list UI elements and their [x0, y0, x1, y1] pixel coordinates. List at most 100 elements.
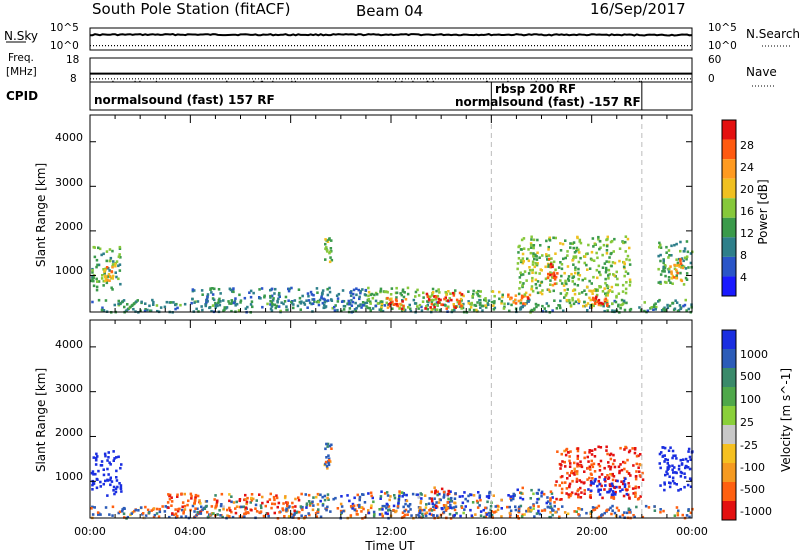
- power-cell: [514, 302, 518, 305]
- velocity-cell: [108, 461, 111, 464]
- velocity-cell: [573, 467, 576, 471]
- velocity-cell: [635, 470, 638, 473]
- velocity-cell: [446, 492, 450, 496]
- velocity-cell: [500, 498, 503, 502]
- power-cell: [287, 289, 291, 293]
- velocity-cell: [638, 463, 641, 466]
- power-cell: [607, 268, 611, 272]
- power-cell: [435, 289, 438, 293]
- velocity-cell: [294, 497, 297, 501]
- power-cell: [673, 307, 677, 311]
- velocity-cell: [440, 487, 444, 491]
- velocity-cell: [671, 476, 675, 480]
- velocity-cell: [589, 494, 592, 497]
- velocity-cell: [155, 512, 159, 515]
- velocity-cell: [529, 506, 532, 509]
- velocity-cell: [598, 475, 601, 479]
- power-cell: [412, 298, 416, 302]
- power-cell: [105, 281, 109, 285]
- power-cell: [408, 303, 411, 307]
- power-cell: [521, 285, 524, 289]
- velocity-cell: [621, 513, 625, 517]
- velocity-cell: [668, 485, 672, 489]
- power-patch-4: [324, 237, 334, 264]
- velocity-cell: [281, 507, 284, 510]
- velocity-cell: [653, 505, 656, 508]
- velocity-cell: [380, 490, 383, 493]
- power-cell: [562, 284, 566, 287]
- power-cell: [484, 304, 487, 307]
- velocity-cell: [579, 460, 582, 463]
- velocity-cell: [106, 467, 109, 471]
- velocity-cell: [611, 484, 615, 488]
- velocity-cell: [623, 467, 626, 471]
- power-cell: [509, 297, 512, 301]
- power-cell: [680, 279, 684, 283]
- velocity-cell: [565, 492, 568, 495]
- power-cell: [374, 304, 378, 308]
- power-cell: [458, 302, 461, 305]
- velocity-cell: [402, 515, 406, 518]
- velocity-cell: [174, 508, 177, 511]
- velocity-cell: [659, 484, 662, 487]
- nave-dip-point: [613, 80, 616, 82]
- power-cell: [357, 288, 360, 292]
- power-cell: [548, 257, 551, 261]
- velocity-cell: [589, 515, 593, 519]
- power-cell: [646, 309, 650, 313]
- velocity-cell: [572, 471, 575, 475]
- velocity-cell: [555, 480, 558, 483]
- velocity-cell: [329, 510, 332, 513]
- velocity-cell: [682, 458, 685, 461]
- power-cell: [100, 308, 104, 312]
- power-cell: [528, 266, 531, 269]
- velocity-cell: [437, 501, 441, 504]
- power-cell: [389, 293, 393, 296]
- power-cell: [547, 245, 550, 249]
- velocity-cell: [168, 515, 171, 519]
- power-cell: [587, 243, 590, 247]
- power-cell: [452, 305, 456, 308]
- velocity-cell: [593, 455, 597, 458]
- velocity-cell: [300, 514, 303, 517]
- power-cell: [334, 304, 337, 307]
- velocity-cell: [305, 503, 309, 507]
- power-cell: [244, 307, 248, 310]
- velocity-cell: [589, 483, 593, 487]
- velocity-cell: [102, 473, 106, 477]
- velocity-cell: [325, 456, 328, 459]
- power-cell: [108, 248, 112, 251]
- velocity-colorbar-band: [722, 482, 736, 501]
- velocity-cell: [637, 466, 640, 469]
- nave-dip-point: [253, 80, 255, 82]
- power-cell: [676, 309, 680, 313]
- velocity-cell: [667, 449, 671, 452]
- power-cell: [526, 257, 529, 261]
- power-cell: [285, 305, 288, 308]
- power-cell: [594, 302, 597, 305]
- power-cell: [430, 302, 434, 306]
- power-cell: [572, 241, 576, 244]
- power-cell: [685, 255, 689, 258]
- velocity-cell: [450, 496, 453, 500]
- power-cell: [302, 301, 306, 305]
- power-cell: [519, 260, 523, 264]
- velocity-plot-area: [90, 320, 692, 518]
- velocity-cell: [301, 505, 304, 509]
- velocity-cell: [613, 485, 616, 489]
- velocity-cell: [449, 490, 452, 493]
- velocity-cell: [478, 494, 482, 497]
- power-cell: [318, 298, 322, 302]
- velocity-cell: [463, 491, 466, 494]
- nave-dip-point: [291, 80, 293, 82]
- power-cell: [554, 252, 557, 255]
- velocity-cell: [561, 505, 564, 508]
- power-cell: [285, 308, 288, 312]
- velocity-cell: [183, 508, 187, 511]
- velocity-cell: [157, 515, 161, 518]
- velocity-cell: [411, 492, 415, 496]
- power-cell: [342, 304, 346, 308]
- power-colorbar-band: [722, 139, 736, 160]
- x-axis-label: Time UT: [364, 539, 415, 553]
